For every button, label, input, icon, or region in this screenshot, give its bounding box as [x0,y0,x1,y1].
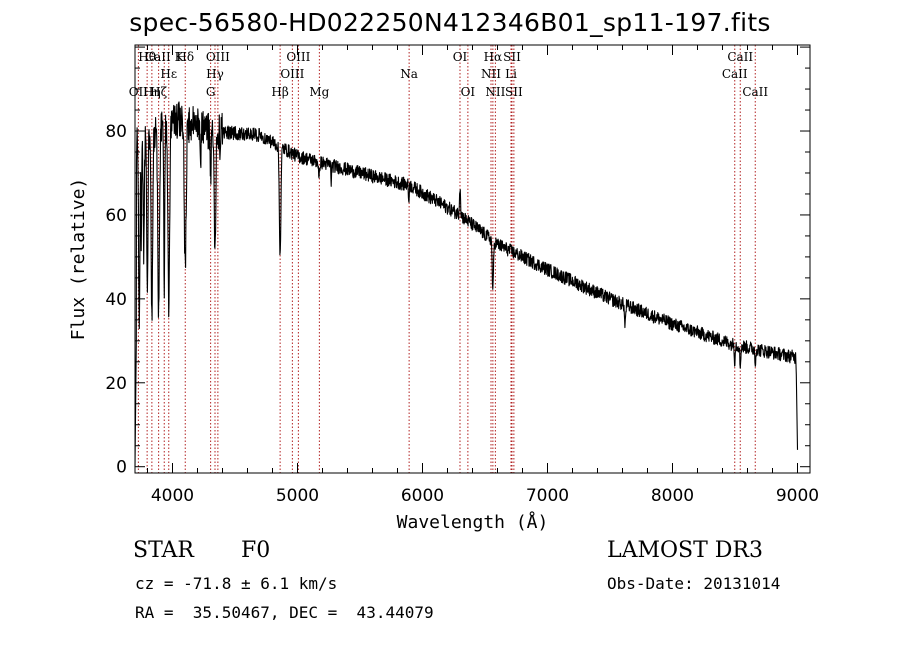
y-tick-label: 60 [105,206,127,226]
redshift-cz: cz = -71.8 ± 6.1 km/s [135,574,338,593]
obs-date: Obs-Date: 20131014 [607,574,781,593]
marker-label: Hγ [206,67,224,81]
y-axis-label: Flux (relative) [68,178,89,341]
marker-label: CaII [742,85,768,99]
marker-label: OIII [280,67,304,81]
axes: 4000 5000 6000 7000 8000 9000 0 20 40 60 80 Wavelen… [68,44,819,533]
plot-frame [134,44,811,474]
marker-label: OIII [206,50,230,64]
x-tick-label: 5000 [276,486,319,506]
marker-label: Hβ [271,85,288,99]
chart-title: spec-56580-HD022250N412346B01_sp11-197.f… [129,8,771,37]
x-tick-label: 8000 [651,486,694,506]
marker-label: Na [400,67,418,81]
marker-label: SII [503,50,521,64]
spectrum-series [134,101,799,467]
x-axis-label: Wavelength (Å) [397,511,549,533]
x-tick-label: 4000 [151,486,194,506]
marker-label: Hθ [138,50,156,64]
x-tick-label: 6000 [401,486,444,506]
marker-label: G [206,85,216,99]
line-markers [137,45,756,473]
x-tick-label: 9000 [776,486,819,506]
marker-label: CaII [727,50,753,64]
x-tick-label: 7000 [526,486,569,506]
y-tick-label: 80 [105,122,127,142]
marker-label: OIII [286,50,310,64]
marker-label: Hδ [176,50,194,64]
spectrum-line [134,101,799,467]
marker-label: OI [461,85,476,99]
marker-label: SII [505,85,523,99]
object-class: STAR [133,538,194,563]
marker-label: CaII K [145,50,185,64]
coordinates: RA = 35.50467, DEC = 43.44079 [135,603,434,622]
marker-label: Mg [309,85,329,99]
marker-label: NII [485,85,505,99]
marker-label: CaII [722,67,748,81]
marker-label: OII [129,85,149,99]
marker-label: Li [505,67,517,81]
marker-label: OI [453,50,468,64]
marker-label: Hζ [150,85,167,99]
survey-label: LAMOST DR3 [607,538,763,563]
marker-label: Hα [484,50,503,64]
y-tick-label: 0 [116,458,127,478]
y-tick-label: 40 [105,290,127,310]
marker-label: Hε [160,67,177,81]
marker-label: Hη [143,85,161,99]
object-subclass: F0 [241,538,271,563]
y-tick-label: 20 [105,374,127,394]
marker-label: NII [481,67,501,81]
